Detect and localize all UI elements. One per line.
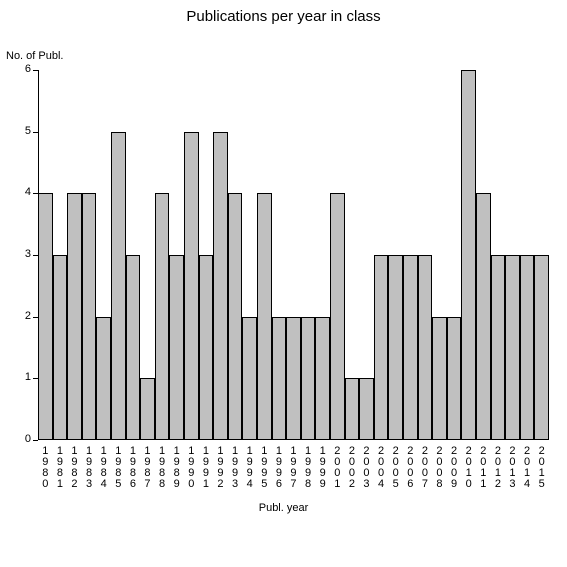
x-tick-label: 2 0 0 4 xyxy=(374,446,389,490)
bar xyxy=(96,317,111,440)
x-tick-label: 2 0 0 9 xyxy=(447,446,462,490)
bar xyxy=(447,317,462,440)
y-tick xyxy=(33,378,38,379)
chart-container: { "chart": { "type": "bar", "title": "Pu… xyxy=(0,0,567,567)
x-tick-label: 1 9 9 4 xyxy=(242,446,257,490)
x-tick-label: 1 9 9 7 xyxy=(286,446,301,490)
x-tick-label: 2 0 1 5 xyxy=(534,446,549,490)
bar xyxy=(242,317,257,440)
bar xyxy=(82,193,97,440)
x-tick-label: 1 9 9 5 xyxy=(257,446,272,490)
y-tick-label: 0 xyxy=(13,433,31,445)
y-tick-label: 6 xyxy=(13,63,31,75)
bar xyxy=(38,193,53,440)
x-tick-label: 2 0 1 1 xyxy=(476,446,491,490)
bar xyxy=(520,255,535,440)
x-axis-label: Publ. year xyxy=(0,502,567,514)
x-tick-label: 1 9 8 1 xyxy=(53,446,68,490)
bar xyxy=(388,255,403,440)
bar xyxy=(213,132,228,440)
x-tick-label: 2 0 1 4 xyxy=(520,446,535,490)
x-tick-label: 1 9 9 1 xyxy=(199,446,214,490)
bar xyxy=(505,255,520,440)
x-tick-label: 1 9 9 3 xyxy=(228,446,243,490)
y-tick-label: 5 xyxy=(13,125,31,137)
bar xyxy=(403,255,418,440)
x-tick-label: 1 9 8 8 xyxy=(155,446,170,490)
bar xyxy=(184,132,199,440)
x-tick-label: 1 9 9 8 xyxy=(301,446,316,490)
bar xyxy=(476,193,491,440)
y-tick xyxy=(33,132,38,133)
bar xyxy=(155,193,170,440)
bar xyxy=(359,378,374,440)
bar xyxy=(345,378,360,440)
x-tick-label: 2 0 0 3 xyxy=(359,446,374,490)
plot-area: 01234561 9 8 01 9 8 11 9 8 21 9 8 31 9 8… xyxy=(38,70,549,440)
chart-title: Publications per year in class xyxy=(0,8,567,25)
bar xyxy=(315,317,330,440)
x-tick-label: 1 9 8 7 xyxy=(140,446,155,490)
bars-group xyxy=(38,70,549,440)
bar xyxy=(432,317,447,440)
y-tick xyxy=(33,440,38,441)
bar xyxy=(126,255,141,440)
bar xyxy=(272,317,287,440)
bar xyxy=(418,255,433,440)
y-tick-label: 3 xyxy=(13,248,31,260)
x-tick-label: 1 9 9 6 xyxy=(272,446,287,490)
x-tick-label: 1 9 8 0 xyxy=(38,446,53,490)
y-tick-label: 2 xyxy=(13,310,31,322)
bar xyxy=(111,132,126,440)
y-tick xyxy=(33,255,38,256)
bar xyxy=(169,255,184,440)
bar xyxy=(491,255,506,440)
x-tick-label: 2 0 0 8 xyxy=(432,446,447,490)
x-tick-label: 1 9 8 9 xyxy=(169,446,184,490)
x-tick-label: 2 0 1 3 xyxy=(505,446,520,490)
bar xyxy=(140,378,155,440)
bar xyxy=(374,255,389,440)
x-tick-label: 2 0 1 0 xyxy=(461,446,476,490)
bar xyxy=(67,193,82,440)
x-tick-label: 1 9 9 2 xyxy=(213,446,228,490)
x-tick-label: 2 0 0 7 xyxy=(418,446,433,490)
bar xyxy=(228,193,243,440)
bar xyxy=(286,317,301,440)
bar xyxy=(53,255,68,440)
y-tick-label: 4 xyxy=(13,186,31,198)
y-tick xyxy=(33,317,38,318)
x-tick-label: 1 9 8 5 xyxy=(111,446,126,490)
y-tick-label: 1 xyxy=(13,371,31,383)
x-tick-label: 2 0 0 2 xyxy=(345,446,360,490)
x-tick-label: 1 9 8 3 xyxy=(82,446,97,490)
bar xyxy=(301,317,316,440)
x-tick-label: 2 0 0 5 xyxy=(388,446,403,490)
bar xyxy=(199,255,214,440)
bar xyxy=(257,193,272,440)
bar xyxy=(461,70,476,440)
y-tick xyxy=(33,70,38,71)
y-axis-label: No. of Publ. xyxy=(6,50,63,62)
bar xyxy=(534,255,549,440)
x-tick-label: 1 9 8 2 xyxy=(67,446,82,490)
x-tick-label: 1 9 9 0 xyxy=(184,446,199,490)
y-tick xyxy=(33,193,38,194)
x-tick-label: 1 9 8 6 xyxy=(126,446,141,490)
x-tick-label: 2 0 0 6 xyxy=(403,446,418,490)
x-tick-label: 2 0 1 2 xyxy=(491,446,506,490)
x-tick-label: 2 0 0 1 xyxy=(330,446,345,490)
x-tick-label: 1 9 9 9 xyxy=(315,446,330,490)
bar xyxy=(330,193,345,440)
x-tick-label: 1 9 8 4 xyxy=(96,446,111,490)
